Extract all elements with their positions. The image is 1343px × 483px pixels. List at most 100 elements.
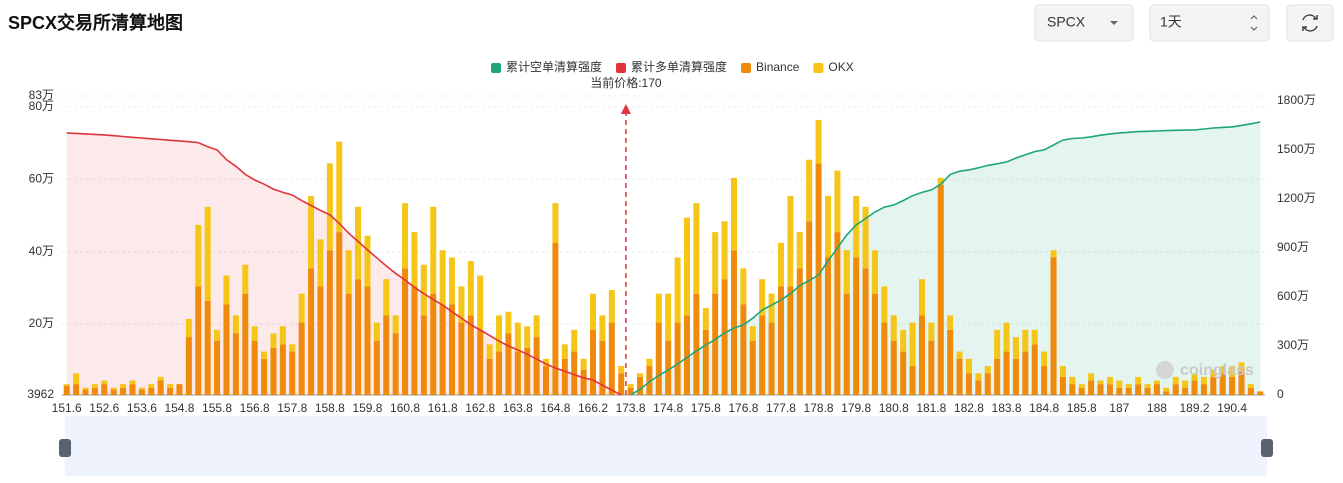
- bar-segment: [458, 286, 465, 323]
- bar-segment: [101, 380, 108, 385]
- updown-icon[interactable]: [1250, 15, 1258, 31]
- y-tick-label: 83万: [29, 88, 54, 102]
- bar-segment: [336, 232, 343, 395]
- bar-segment: [674, 322, 681, 395]
- bar-segment: [1229, 366, 1236, 377]
- x-tick-label: 157.8: [277, 401, 307, 415]
- slider-track[interactable]: [65, 416, 1267, 476]
- bar-segment: [984, 366, 991, 374]
- refresh-icon[interactable]: [1302, 14, 1318, 32]
- bar-segment: [768, 293, 775, 323]
- bar-segment: [956, 358, 963, 395]
- bar-segment: [1219, 366, 1226, 374]
- bar-segment: [965, 373, 972, 395]
- zoom-slider[interactable]: [59, 416, 1273, 476]
- x-tick-label: 164.8: [540, 401, 570, 415]
- bar-segment: [439, 304, 446, 395]
- bar-segment: [834, 232, 841, 395]
- bar-segment: [777, 286, 784, 395]
- bar-segment: [712, 293, 719, 395]
- bar-segment: [1116, 387, 1123, 395]
- bar-segment: [590, 329, 597, 395]
- legend-swatch: [616, 63, 627, 73]
- bar-segment: [195, 286, 202, 395]
- legend-swatch: [813, 63, 824, 73]
- select-value[interactable]: 1天: [1160, 14, 1182, 30]
- bar-segment: [552, 203, 559, 243]
- bar-segment: [928, 340, 935, 395]
- bar-segment: [749, 340, 756, 395]
- bar-segment: [430, 293, 437, 395]
- x-tick-label: 151.6: [52, 401, 82, 415]
- select-box[interactable]: [1149, 4, 1270, 42]
- bar-segment: [120, 387, 127, 395]
- bar-segment: [148, 387, 155, 395]
- bar-segment: [702, 308, 709, 330]
- bar-segment: [580, 369, 587, 395]
- legend-label: 累计空单清算强度: [506, 59, 602, 74]
- bar-segment: [261, 351, 268, 359]
- bar-segment: [364, 235, 371, 287]
- button-box[interactable]: [1286, 4, 1334, 42]
- bar-segment: [543, 366, 550, 395]
- y-tick-label: 40万: [29, 244, 54, 258]
- bar-segment: [599, 315, 606, 341]
- bar-segment: [73, 384, 80, 395]
- bar-segment: [63, 384, 70, 386]
- bar-segment: [1088, 373, 1095, 381]
- current-price-label: 当前价格:170: [590, 75, 662, 90]
- bar-segment: [411, 286, 418, 395]
- bar-segment: [627, 384, 634, 388]
- slider-handle[interactable]: [1261, 439, 1273, 457]
- x-tick-label: 158.8: [315, 401, 345, 415]
- bar-segment: [420, 315, 427, 395]
- bar-segment: [740, 268, 747, 305]
- bar-segment: [1153, 380, 1160, 385]
- bar-segment: [730, 177, 737, 251]
- x-tick-label: 166.2: [578, 401, 608, 415]
- bar-segment: [618, 366, 625, 374]
- bar-segment: [1163, 387, 1170, 392]
- bar-segment: [167, 384, 174, 388]
- legend-swatch: [491, 63, 501, 73]
- bar-segment: [618, 373, 625, 395]
- bar-segment: [655, 322, 662, 395]
- bar-segment: [1191, 380, 1198, 395]
- caret-icon[interactable]: [1110, 21, 1118, 25]
- bar-segment: [514, 322, 521, 352]
- symbol-select[interactable]: SPCX: [1034, 4, 1134, 42]
- bar-segment: [420, 264, 427, 316]
- watermark-logo: [1156, 361, 1174, 379]
- bar-segment: [1041, 351, 1048, 367]
- bar-segment: [129, 380, 136, 385]
- bar-segment: [232, 333, 239, 395]
- bar-segment: [63, 385, 70, 395]
- bar-segment: [355, 279, 362, 395]
- legend-swatch: [741, 63, 752, 73]
- refresh-button[interactable]: [1286, 4, 1334, 42]
- bar-segment: [965, 358, 972, 374]
- bar-segment: [157, 380, 164, 395]
- cumulative-line: [66, 132, 622, 396]
- bar-segment: [308, 268, 315, 395]
- bar-segment: [1050, 257, 1057, 395]
- bar-segment: [1125, 384, 1132, 388]
- bar-segment: [514, 351, 521, 395]
- bar-segment: [355, 206, 362, 280]
- bar-segment: [1238, 362, 1245, 370]
- bar-segment: [646, 358, 653, 367]
- bar-segment: [1012, 337, 1019, 359]
- select-box[interactable]: [1034, 4, 1134, 42]
- bar-segment: [918, 315, 925, 395]
- bar-segment: [1031, 344, 1038, 395]
- bar-segment: [373, 340, 380, 395]
- bar-segment: [1153, 384, 1160, 395]
- bar-segment: [120, 384, 127, 388]
- bar-segment: [815, 119, 822, 164]
- bar-segment: [608, 290, 615, 323]
- slider-handle[interactable]: [59, 439, 71, 457]
- bar-segment: [824, 257, 831, 395]
- interval-select[interactable]: 1天: [1149, 4, 1270, 42]
- select-value[interactable]: SPCX: [1047, 14, 1086, 30]
- x-tick-label: 155.8: [202, 401, 232, 415]
